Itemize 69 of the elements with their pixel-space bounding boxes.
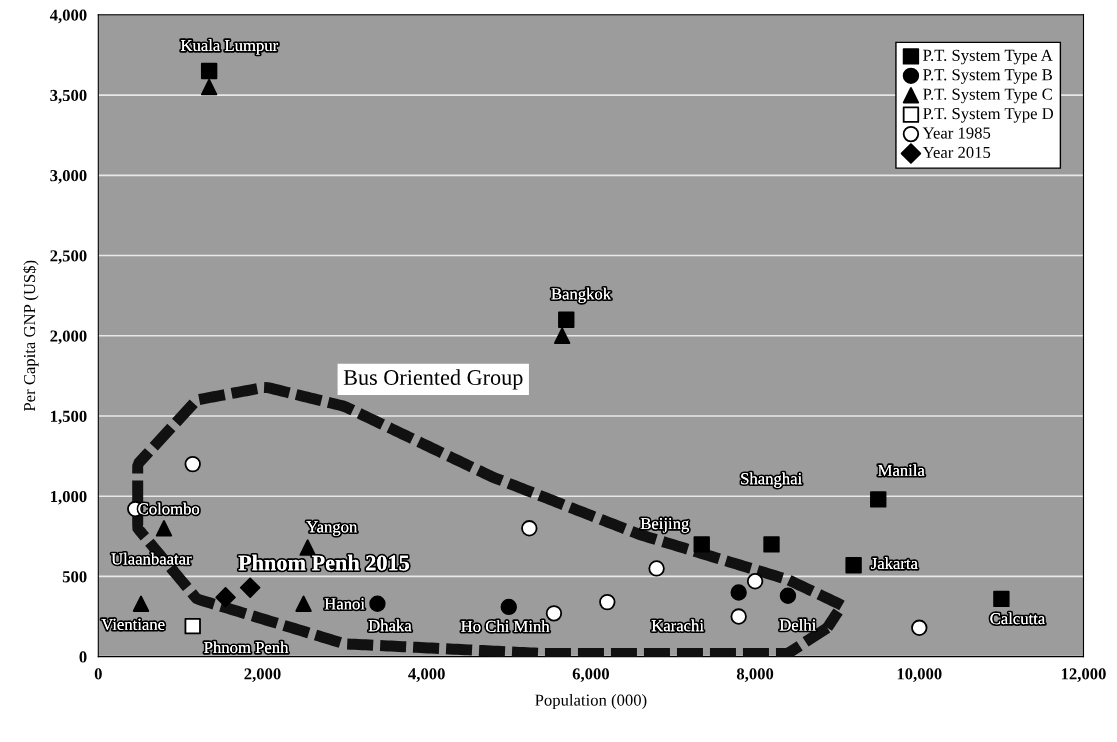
- point: [730, 584, 747, 601]
- point: [200, 62, 218, 80]
- annotation: Beijing: [640, 518, 689, 533]
- x-tick-label: 4,000: [408, 668, 445, 682]
- point: [184, 455, 201, 473]
- y-axis-title: Per Capita GNP (US$): [22, 260, 39, 412]
- point: [648, 560, 665, 577]
- point: [558, 311, 575, 328]
- annotation: Shanghai: [741, 472, 802, 488]
- y-tick-label: 2,000: [50, 330, 87, 345]
- y-tick-label: 2,500: [50, 250, 87, 264]
- x-tick-label: 12,000: [1061, 668, 1106, 682]
- annotation: Hanoi: [324, 598, 365, 610]
- point: [155, 520, 173, 537]
- point: [545, 605, 563, 622]
- point: [779, 587, 797, 604]
- y-tick-label: 3,000: [50, 170, 87, 184]
- point: [746, 573, 764, 590]
- annotation: Phnom Penh: [204, 641, 289, 654]
- x-tick-label: 6,000: [572, 668, 610, 682]
- legend-label: P.T. System Type D: [923, 108, 1054, 123]
- point: [132, 595, 150, 612]
- point: [870, 491, 887, 508]
- y-tick-label: 1,000: [51, 490, 87, 505]
- annotation: Yangon: [306, 521, 358, 536]
- point: [911, 619, 928, 636]
- x-tick-label: 10,000: [897, 668, 942, 682]
- y-tick-label: 0: [79, 651, 87, 663]
- point: [295, 595, 312, 612]
- annotation: Manila: [878, 464, 925, 476]
- annotation: Delhi: [779, 618, 816, 631]
- x-tick-label: 2,000: [244, 668, 281, 682]
- point: [299, 539, 316, 556]
- point: [553, 327, 571, 344]
- point: [730, 608, 747, 625]
- point: [763, 536, 780, 553]
- x-tick-label: 8,000: [736, 668, 774, 682]
- point: [993, 590, 1010, 608]
- point: [845, 557, 862, 574]
- y-tick-label: 500: [62, 571, 87, 583]
- annotation: Karachi: [651, 619, 704, 632]
- y-tick-label: 1,500: [51, 410, 87, 425]
- annotation: Bus Oriented Group: [343, 369, 523, 390]
- legend-label: Year 2015: [922, 146, 991, 159]
- point: [239, 577, 261, 598]
- x-tick-label: 0: [94, 668, 102, 680]
- point: [200, 78, 218, 96]
- y-tick-label: 4,000: [49, 9, 87, 24]
- point: [521, 520, 538, 537]
- annotation: Jakarta: [871, 557, 918, 570]
- point: [693, 536, 710, 553]
- annotation: Vientiane: [101, 618, 165, 631]
- annotation: Dhaka: [368, 619, 412, 632]
- annotation: Phnom Penh 2015: [238, 554, 409, 571]
- point: [215, 587, 236, 608]
- point: [599, 593, 616, 611]
- legend-label: Year 1985: [922, 127, 991, 139]
- legend-label: P.T. System Type C: [923, 88, 1052, 104]
- y-tick-label: 3,500: [50, 89, 87, 104]
- legend-label: P.T. System Type A: [923, 49, 1053, 65]
- annotation: Calcutta: [990, 612, 1046, 625]
- legend-label: P.T. System Type B: [923, 69, 1052, 84]
- point: [369, 595, 386, 612]
- annotation: Ho Chi Minh: [461, 620, 550, 632]
- point: [184, 617, 201, 635]
- point: [500, 598, 517, 616]
- x-axis-title: Population (000): [535, 694, 647, 710]
- annotation: Bangkok: [551, 287, 612, 303]
- annotation: Kuala Lumpur: [180, 39, 279, 55]
